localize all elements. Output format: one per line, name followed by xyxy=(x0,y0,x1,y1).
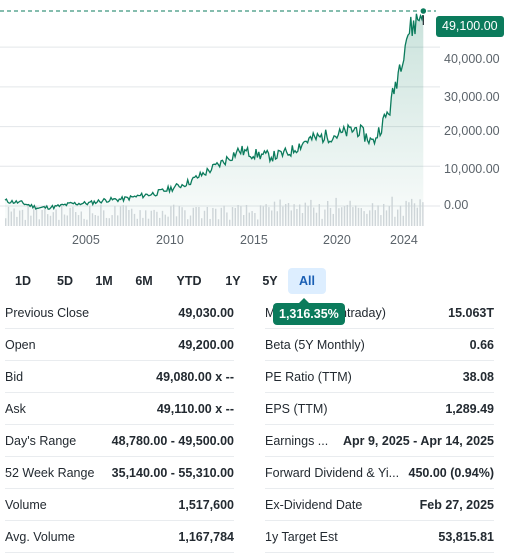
stat-label: 52 Week Range xyxy=(5,465,95,480)
stat-label: Ex-Dividend Date xyxy=(265,497,363,512)
stat-row: EPS (TTM) 1,289.49 xyxy=(265,393,494,425)
stat-value: 1,517,600 xyxy=(178,497,234,512)
stats-table-left: Previous Close 49,030.00 Open 49,200.00 Bi… xyxy=(5,297,234,553)
stat-value: Apr 9, 2025 - Apr 14, 2025 xyxy=(342,433,494,448)
stat-label: Ask xyxy=(5,401,26,416)
range-ytd-button[interactable]: YTD xyxy=(176,274,202,288)
x-tick-label: 2020 xyxy=(323,233,351,247)
range-all-button[interactable]: All xyxy=(288,268,326,294)
stat-value: 53,815.81 xyxy=(438,529,494,544)
stat-row: Ask 49,110.00 x -- xyxy=(5,393,234,425)
x-tick-label: 2010 xyxy=(156,233,184,247)
x-tick-label: 2024 xyxy=(390,233,418,247)
stat-row: Ex-Dividend Date Feb 27, 2025 xyxy=(265,489,494,521)
stat-row: Volume 1,517,600 xyxy=(5,489,234,521)
stat-row: Beta (5Y Monthly) 0.66 xyxy=(265,329,494,361)
y-tick-label: 0.00 xyxy=(444,198,469,212)
stat-label: PE Ratio (TTM) xyxy=(265,369,352,384)
stat-row: Earnings ... Apr 9, 2025 - Apr 14, 2025 xyxy=(265,425,494,457)
y-tick-label: 10,000.00 xyxy=(444,162,500,176)
chart-canvas[interactable] xyxy=(0,0,512,252)
stat-row: PE Ratio (TTM) 38.08 xyxy=(265,361,494,393)
stat-value: 1,167,784 xyxy=(178,529,234,544)
x-tick-label: 2015 xyxy=(240,233,268,247)
stat-label: Open xyxy=(5,337,36,352)
stat-label: EPS (TTM) xyxy=(265,401,328,416)
stat-label: Earnings ... xyxy=(265,433,329,448)
stat-value: Feb 27, 2025 xyxy=(419,497,494,512)
stat-value: 450.00 (0.94%) xyxy=(408,465,494,480)
stat-value: 1,289.49 xyxy=(445,401,494,416)
stat-row: Avg. Volume 1,167,784 xyxy=(5,521,234,553)
area-fill xyxy=(5,11,424,226)
price-chart[interactable]: 49,100.00 40,000.00 30,000.00 20,000.00 … xyxy=(0,0,512,252)
stat-row: Bid 49,080.00 x -- xyxy=(5,361,234,393)
stat-label: 1y Target Est xyxy=(265,529,338,544)
stats-table-right: Market Cap (intraday)15.063T Beta (5Y Mo… xyxy=(265,297,494,553)
stat-value: 48,780.00 - 49,500.00 xyxy=(111,433,234,448)
price-line xyxy=(4,10,424,211)
stat-value: 49,030.00 xyxy=(178,305,234,320)
range-1d-button[interactable]: 1D xyxy=(15,274,31,288)
range-1m-button[interactable]: 1M xyxy=(95,274,113,288)
stat-value: 49,200.00 xyxy=(178,337,234,352)
stat-label: Previous Close xyxy=(5,305,90,320)
stat-label: Avg. Volume xyxy=(5,529,75,544)
stat-row: 1y Target Est 53,815.81 xyxy=(265,521,494,553)
stat-label: Bid xyxy=(5,369,24,384)
stat-value: 35,140.00 - 55,310.00 xyxy=(111,465,234,480)
change-tooltip: 1,316.35% xyxy=(273,298,345,325)
x-tick-label: 2005 xyxy=(72,233,100,247)
time-range-selector: 1D 5D 1M 6M YTD 1Y 5Y All xyxy=(0,268,326,294)
stat-value: 0.66 xyxy=(469,337,494,352)
stat-label: Beta (5Y Monthly) xyxy=(265,337,365,352)
stat-value: 38.08 xyxy=(462,369,494,384)
range-6m-button[interactable]: 6M xyxy=(135,274,153,288)
stat-row: Day's Range 48,780.00 - 49,500.00 xyxy=(5,425,234,457)
stat-label: Volume xyxy=(5,497,47,512)
stat-value: 15.063T xyxy=(448,305,494,320)
last-price-dot xyxy=(419,6,428,16)
stat-row: Forward Dividend & Yi... 450.00 (0.94%) xyxy=(265,457,494,489)
y-tick-label: 20,000.00 xyxy=(444,124,500,138)
stat-value: 49,080.00 x -- xyxy=(156,369,234,384)
stat-label: Forward Dividend & Yi... xyxy=(265,465,400,480)
y-tick-label: 40,000.00 xyxy=(444,52,500,66)
stat-row: Open 49,200.00 xyxy=(5,329,234,361)
last-price-flag: 49,100.00 xyxy=(436,16,504,37)
range-5d-button[interactable]: 5D xyxy=(57,274,73,288)
stat-value: 49,110.00 x -- xyxy=(156,401,234,416)
stat-row: 52 Week Range 35,140.00 - 55,310.00 xyxy=(5,457,234,489)
range-5y-button[interactable]: 5Y xyxy=(262,274,278,288)
y-tick-label: 30,000.00 xyxy=(444,90,500,104)
stat-label: Day's Range xyxy=(5,433,77,448)
range-1y-button[interactable]: 1Y xyxy=(225,274,241,288)
stat-row: Previous Close 49,030.00 xyxy=(5,297,234,329)
